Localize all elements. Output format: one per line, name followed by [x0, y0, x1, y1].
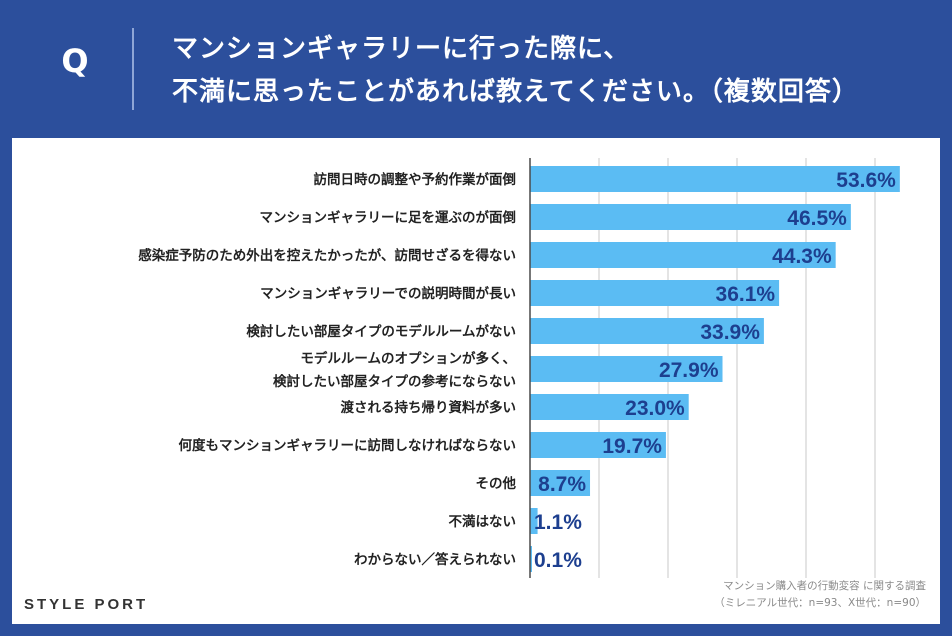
category-label: 何度もマンションギャラリーに訪問しなければならない [179, 437, 517, 454]
bar [530, 280, 780, 306]
bar [530, 508, 538, 534]
value-label: 46.5% [787, 207, 847, 230]
bar [530, 204, 851, 230]
question-line-1: マンションギャラリーに行った際に、 [172, 34, 631, 64]
bar [530, 394, 689, 420]
category-label: その他 [476, 475, 517, 492]
category-label: モデルルームのオプションが多く、 [300, 350, 516, 367]
value-label: 53.6% [836, 169, 896, 192]
bar [530, 166, 900, 192]
question-text: マンションギャラリーに行った際に、 不満に思ったことがあれば教えてください。（複… [172, 28, 932, 114]
value-label: 0.1% [534, 549, 582, 572]
value-label: 33.9% [700, 321, 760, 344]
bar [530, 242, 836, 268]
bar [530, 318, 764, 344]
category-label: マンションギャラリーに足を運ぶのが面倒 [260, 209, 517, 226]
bar [530, 356, 723, 382]
chart-panel: 53.6% 訪問日時の調整や予約作業が面倒 46.5% マンションギャラリーに足を運ぶ… [12, 138, 940, 624]
question-header: Q マンションギャラリーに行った際に、 不満に思ったことがあれば教えてください。… [0, 0, 952, 138]
value-label: 8.7% [538, 473, 586, 496]
value-label: 36.1% [716, 283, 776, 306]
value-label: 1.1% [534, 511, 582, 534]
category-label: 感染症予防のため外出を控えたかったが、訪問せざるを得ない [138, 247, 516, 264]
question-line-2: 不満に思ったことがあれば教えてください。（複数回答） [172, 77, 859, 107]
survey-note-line-2: （ミレニアル世代：n=93、X世代：n=90） [714, 597, 926, 609]
category-label: 検討したい部屋タイプのモデルルームがない [246, 323, 516, 340]
q-mark: Q [61, 42, 89, 80]
bar [530, 432, 666, 458]
category-label: 不満はない [449, 513, 517, 530]
category-label: わからない／答えられない [354, 551, 516, 568]
category-label: マンションギャラリーでの説明時間が長い [260, 285, 516, 302]
value-label: 27.9% [659, 359, 719, 382]
style-port-logo: STYLE PORT [24, 596, 149, 613]
category-label: 訪問日時の調整や予約作業が面倒 [314, 171, 517, 188]
header-divider [132, 28, 134, 110]
value-label: 44.3% [772, 245, 832, 268]
bar-chart: 53.6% 訪問日時の調整や予約作業が面倒 46.5% マンションギャラリーに足を運ぶ… [138, 158, 900, 578]
value-label: 19.7% [602, 435, 662, 458]
category-label: 渡される持ち帰り資料が多い [341, 399, 517, 416]
survey-note: マンション購入者の行動変容 に関する調査 （ミレニアル世代：n=93、X世代：n… [714, 578, 926, 612]
category-label: 検討したい部屋タイプの参考にならない [273, 373, 516, 390]
bar [530, 470, 591, 496]
bar [530, 546, 532, 572]
survey-note-line-1: マンション購入者の行動変容 に関する調査 [723, 580, 926, 592]
value-label: 23.0% [625, 397, 685, 420]
